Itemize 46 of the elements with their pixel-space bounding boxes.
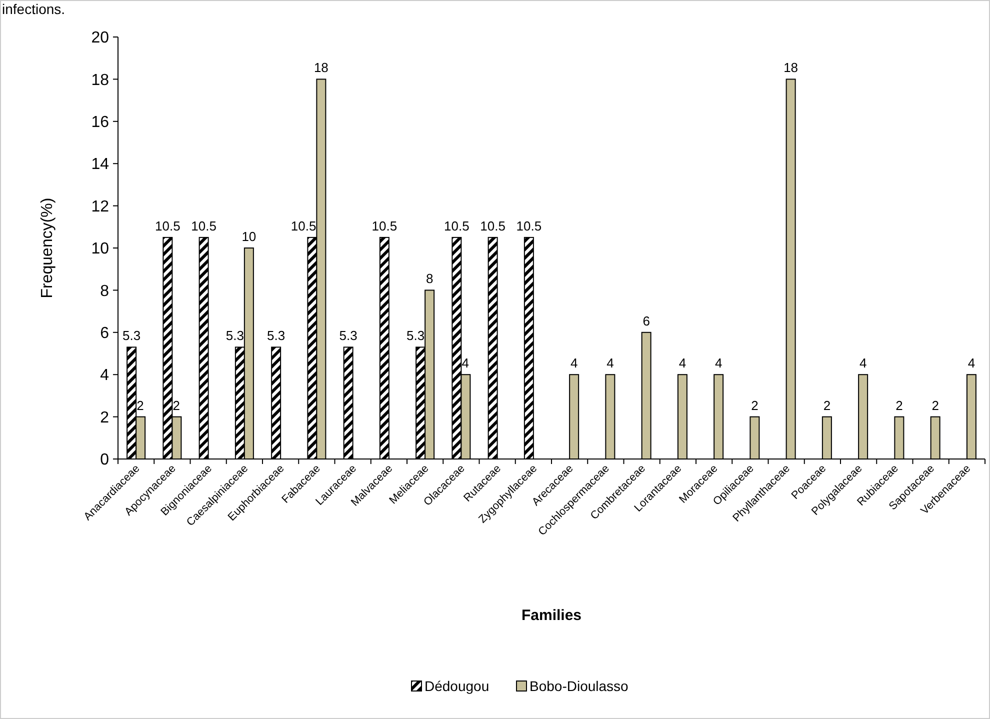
y-axis-title: Frequency(%) [39, 198, 56, 298]
y-tick-label: 6 [100, 325, 110, 342]
data-label: 18 [314, 60, 328, 76]
data-label: 4 [462, 356, 469, 371]
legend-label: Dédougou [424, 678, 490, 694]
y-tick-label: 12 [91, 198, 110, 216]
data-label: 4 [570, 356, 578, 371]
data-label: 10.5 [444, 218, 470, 234]
data-label: 5.3 [122, 328, 141, 344]
data-label: 4 [859, 356, 867, 371]
data-label: 8 [426, 271, 434, 286]
data-label: 5.3 [226, 328, 244, 344]
data-label: 2 [932, 398, 939, 413]
data-label: 5.3 [339, 328, 358, 344]
data-label: 10.5 [372, 218, 398, 234]
data-label: 2 [172, 398, 180, 413]
text: infections. [2, 1, 66, 17]
y-tick-label: 20 [91, 30, 110, 47]
data-label: 4 [678, 356, 686, 371]
data-label: 4 [714, 356, 722, 371]
data-label: 2 [896, 398, 903, 413]
data-label: 2 [823, 398, 831, 413]
y-tick-label: 8 [100, 282, 110, 300]
data-label: 2 [136, 398, 144, 413]
data-label: 10.5 [480, 218, 506, 234]
y-tick-label: 10 [91, 240, 110, 258]
data-label: 18 [784, 60, 798, 76]
y-tick-label: 2 [100, 409, 110, 426]
data-label: 10.5 [516, 218, 542, 234]
data-label: 10.5 [191, 218, 216, 234]
data-label: 10.5 [290, 218, 316, 234]
data-label: 2 [751, 398, 758, 413]
y-tick-label: 14 [91, 156, 110, 174]
data-label: 5.3 [267, 328, 286, 344]
data-label: 4 [606, 356, 614, 371]
data-label: 10.5 [155, 218, 180, 234]
data-label: 4 [968, 356, 976, 371]
legend-label: Bobo-Dioulasso [530, 678, 629, 694]
y-tick-label: 16 [91, 114, 110, 131]
x-axis-title: Families [521, 607, 582, 624]
data-label: 10 [242, 229, 256, 244]
data-label: 6 [642, 313, 650, 328]
y-tick-label: 0 [100, 452, 110, 469]
y-tick-label: 18 [91, 72, 110, 89]
y-tick-label: 4 [100, 367, 110, 384]
data-label: 5.3 [406, 328, 425, 344]
